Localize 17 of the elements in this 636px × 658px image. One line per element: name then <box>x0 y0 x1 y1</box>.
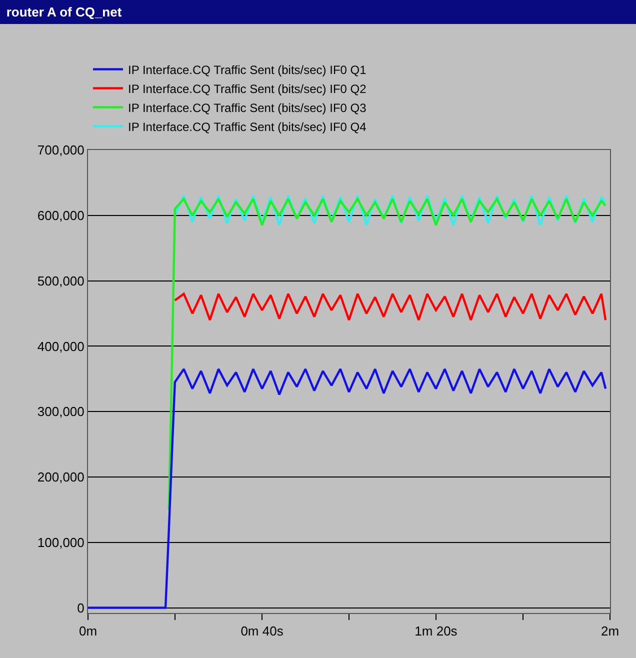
y-tick-label: 200,000 <box>37 470 84 485</box>
y-tick-label: 700,000 <box>37 142 84 158</box>
legend-label: IP Interface.CQ Traffic Sent (bits/sec) IF0 Q3 <box>128 100 367 115</box>
y-tick-label: 100,000 <box>37 534 84 550</box>
legend-label: IP Interface.CQ Traffic Sent (bits/sec) IF0 Q1 <box>128 62 367 77</box>
x-tick-label: 2m <box>600 624 620 639</box>
x-tick-label: 0m 40s <box>240 624 284 639</box>
y-tick-label: 600,000 <box>37 208 84 223</box>
x-tick-label: 0m <box>78 624 98 639</box>
y-tick-label: 300,000 <box>37 404 84 420</box>
y-tick-label: 500,000 <box>37 273 84 288</box>
legend-label: IP Interface.CQ Traffic Sent (bits/sec) IF0 Q2 <box>128 82 367 96</box>
chart-title: router A of CQ_net <box>6 4 122 20</box>
y-tick-label: 0 <box>77 600 84 616</box>
y-tick-label: 400,000 <box>37 338 84 354</box>
legend-label: IP Interface.CQ Traffic Sent (bits/sec) IF0 Q4 <box>128 120 367 134</box>
x-tick-label: 1m 20s <box>414 624 458 639</box>
